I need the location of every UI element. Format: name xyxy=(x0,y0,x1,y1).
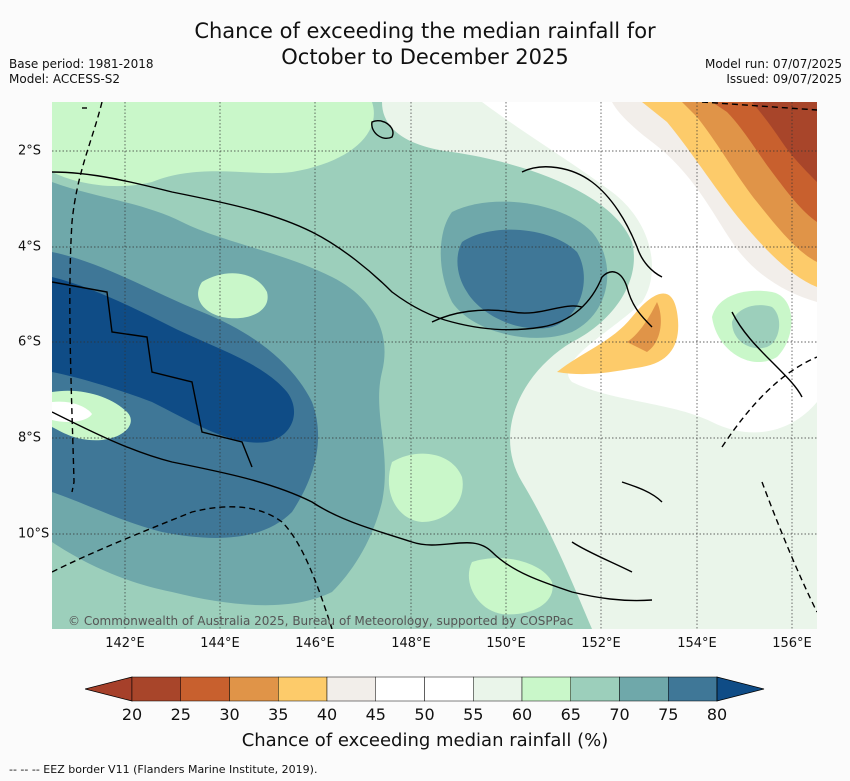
coast-new-ireland xyxy=(521,166,663,278)
meta-right: Model run: 07/07/2025 Issued: 09/07/2025 xyxy=(705,57,842,87)
colorbar-tick-label: 40 xyxy=(316,705,338,724)
coast-islands-southeast xyxy=(571,541,633,573)
coastlines xyxy=(52,107,803,602)
chart-title-line1: Chance of exceeding the median rainfall … xyxy=(194,19,656,43)
colorbar-tick-label: 55 xyxy=(463,705,484,724)
colorbar-over-arrow xyxy=(716,676,765,702)
colorbar-segment xyxy=(375,676,425,702)
lon-label: 156°E xyxy=(772,636,812,651)
coast-manus xyxy=(371,120,394,139)
coast-islands-east xyxy=(621,481,663,503)
lat-label: 10°S xyxy=(18,526,50,542)
colorbar-tick-label: 70 xyxy=(609,705,630,724)
coast-north-png xyxy=(52,171,653,331)
eez-footer-note: -- -- -- EEZ border V11 (Flanders Marine… xyxy=(9,763,318,776)
eez-west xyxy=(69,102,103,493)
lat-label: 4°S xyxy=(18,239,42,255)
colorbar-segment xyxy=(619,676,669,702)
colorbar-tick-label: 80 xyxy=(706,705,728,724)
meta-left: Base period: 1981-2018 Model: ACCESS-S2 xyxy=(9,57,154,87)
colorbar-segment xyxy=(570,676,620,702)
zone-75-north xyxy=(457,229,584,329)
zone-65-southeast-patch xyxy=(468,558,553,615)
coast-south-png xyxy=(52,411,653,602)
lon-label: 146°E xyxy=(295,636,335,651)
lat-label: 2°S xyxy=(18,143,42,159)
zone-65-northwest xyxy=(52,102,374,187)
zone-30-blob xyxy=(627,302,661,352)
colorbar-segment xyxy=(473,676,523,702)
chart-title-line2: October to December 2025 xyxy=(281,45,569,69)
colorbar-tick-label: 20 xyxy=(121,705,143,724)
model-run: Model run: 07/07/2025 xyxy=(704,57,842,71)
eez-southeast xyxy=(761,481,817,613)
copyright-notice: © Commonwealth of Australia 2025, Bureau… xyxy=(68,614,574,628)
rainfall-map xyxy=(52,102,817,629)
eez-borders xyxy=(52,102,817,629)
lat-label: 8°S xyxy=(18,430,42,446)
colorbar-segment xyxy=(521,676,571,702)
lon-label: 150°E xyxy=(486,636,526,651)
zone-65-central-patch xyxy=(198,273,268,319)
colorbar-tick-label: 45 xyxy=(365,705,386,724)
colorbar-segment xyxy=(668,676,718,702)
zone-80-west xyxy=(52,277,295,443)
lon-label: 144°E xyxy=(200,636,240,651)
colorbar-tick-label: 25 xyxy=(170,705,191,724)
lat-label: 6°S xyxy=(18,334,42,350)
province-borders xyxy=(52,281,253,468)
graticule xyxy=(52,102,817,629)
colorbar-tick-label: 50 xyxy=(414,705,435,724)
model-name: Model: ACCESS-S2 xyxy=(9,72,121,86)
colorbar-under-arrow xyxy=(85,676,133,702)
colorbar-tick-label: 30 xyxy=(219,705,240,724)
colorbar-segment xyxy=(180,676,230,702)
chart-title: Chance of exceeding the median rainfall … xyxy=(0,18,850,70)
zone-20-corner xyxy=(752,102,817,182)
colorbar-segment xyxy=(131,676,181,702)
colorbar-tick-label: 60 xyxy=(511,705,533,724)
colorbar xyxy=(85,676,765,702)
coast-new-britain xyxy=(431,305,583,323)
lon-label: 142°E xyxy=(105,636,145,651)
colorbar-tick-label: 35 xyxy=(268,705,289,724)
colorbar-label: Chance of exceeding median rainfall (%) xyxy=(241,730,609,751)
colorbar-segment xyxy=(424,676,474,702)
colorbar-tick-label: 75 xyxy=(658,705,679,724)
base-period: Base period: 1981-2018 xyxy=(9,57,154,71)
lon-label: 148°E xyxy=(391,636,431,651)
eez-south xyxy=(52,506,333,629)
colorbar-segment xyxy=(326,676,376,702)
colorbar-segment xyxy=(229,676,279,702)
eez-east xyxy=(721,356,817,448)
colorbar-segment xyxy=(278,676,328,702)
zone-65-south-patch xyxy=(388,453,463,522)
colorbar-tick-label: 65 xyxy=(560,705,581,724)
issued-date: Issued: 09/07/2025 xyxy=(726,72,842,86)
lon-label: 152°E xyxy=(581,636,621,651)
lon-label: 154°E xyxy=(677,636,717,651)
zone-35-blob xyxy=(557,293,679,375)
coast-bougainville xyxy=(731,311,803,398)
map-svg xyxy=(52,102,817,629)
zone-70-east-blob xyxy=(732,305,780,349)
